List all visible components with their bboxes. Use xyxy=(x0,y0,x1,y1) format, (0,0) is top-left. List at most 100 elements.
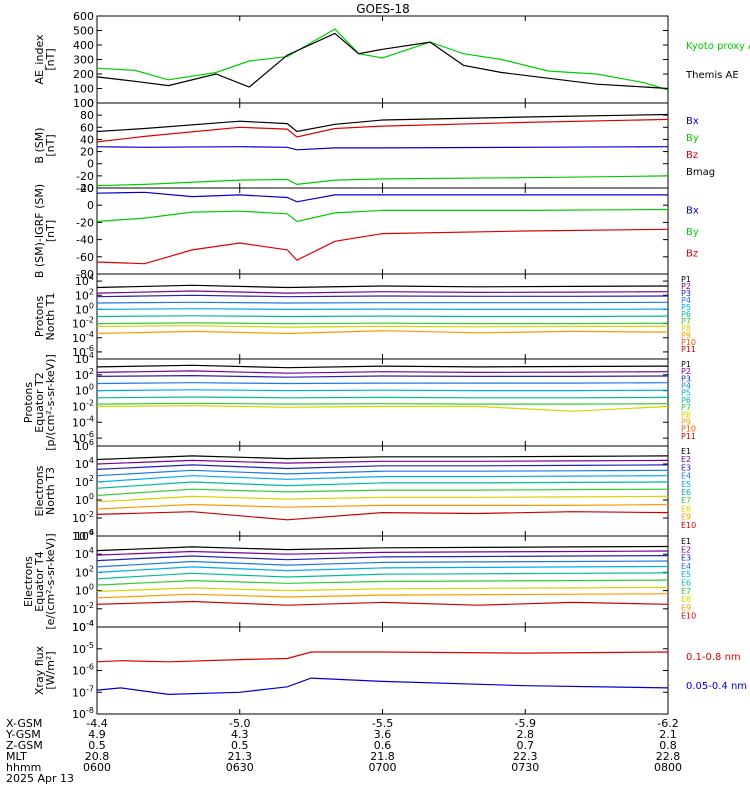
y-tick-label: 10-6 xyxy=(72,430,94,445)
series-line-e1 xyxy=(96,455,669,461)
legend-entry: P1 xyxy=(681,275,691,284)
series-line-e5 xyxy=(96,475,669,483)
y-axis-label: [nT] xyxy=(44,48,57,70)
legend-entry: E3 xyxy=(681,463,691,472)
series-line-by xyxy=(96,208,669,223)
series-line-p6 xyxy=(96,315,669,318)
ephemeris-value: -5.5 xyxy=(372,717,393,730)
legend-entry: E9 xyxy=(681,603,691,612)
ephemeris-value: 21.3 xyxy=(228,750,253,763)
ephemeris-value: 0.5 xyxy=(231,739,249,752)
legend-entry: P8 xyxy=(681,410,691,419)
series-line-themis-ae xyxy=(96,32,669,90)
legend-entry: 0.1-0.8 nm xyxy=(686,652,741,663)
y-axis-label: North T3 xyxy=(44,467,57,515)
legend-entry: E6 xyxy=(681,579,691,588)
legend-entry: P6 xyxy=(681,396,691,405)
panel-8: 10-8 10-7 10-6 10-5 10-4 Xray flux[W/m²] 0.1-0… xyxy=(33,619,747,721)
series-line-bz xyxy=(96,228,669,265)
ephemeris-table: X-GSMY-GSMZ-GSMMLThhmm-4.44.90.520.80600… xyxy=(5,717,682,785)
series-line-e2 xyxy=(96,459,669,465)
panel-frame xyxy=(96,626,669,715)
y-axis-label: Xray flux xyxy=(33,645,46,695)
legend-entry: P9 xyxy=(681,331,691,340)
series-line-p3 xyxy=(96,374,669,378)
ephemeris-value: 0600 xyxy=(83,761,111,774)
legend-entry: P9 xyxy=(681,417,691,426)
legend-entry: P7 xyxy=(681,403,691,412)
y-tick-label: 20 xyxy=(80,182,94,195)
y-tick-label: -20 xyxy=(76,170,94,183)
legend-entry: P8 xyxy=(681,324,691,333)
legend-entry: P10 xyxy=(681,338,696,347)
legend-entry: E2 xyxy=(681,455,691,464)
y-tick-label: 106 xyxy=(75,438,94,453)
y-axis-label: [p/(cm²-s-sr-keV)] xyxy=(44,354,57,451)
series-line-e9 xyxy=(96,503,669,510)
ephemeris-value: 22.3 xyxy=(513,750,538,763)
y-axis-label: Protons xyxy=(22,382,35,423)
series-line-e4 xyxy=(96,560,669,568)
y-tick-label: 10-4 xyxy=(72,528,94,543)
series-line-e10 xyxy=(96,511,669,521)
y-axis-label: [nT] xyxy=(44,134,57,156)
legend-entry: E3 xyxy=(681,554,691,563)
legend-entry: E10 xyxy=(681,521,696,530)
y-tick-label: 10-2 xyxy=(72,398,94,413)
ephemeris-value: 0.5 xyxy=(88,739,106,752)
legend-entry: P1 xyxy=(681,360,691,369)
y-tick-label: 104 xyxy=(75,456,94,471)
legend-entry: Bx xyxy=(686,116,699,127)
legend-entry: E7 xyxy=(681,587,691,596)
y-tick-label: 10-2 xyxy=(72,316,94,331)
y-tick-label: 100 xyxy=(75,383,94,398)
chart-title: GOES-18 xyxy=(356,2,410,16)
legend-entry: E10 xyxy=(681,612,696,621)
y-axis-label: Equator T2 xyxy=(33,372,46,432)
y-tick-label: 10-5 xyxy=(72,641,94,656)
series-line-e6 xyxy=(96,572,669,580)
series-line-p8 xyxy=(96,325,668,328)
legend-entry: P11 xyxy=(681,345,696,354)
series-line-e3 xyxy=(96,464,669,470)
legend-entry: E6 xyxy=(681,488,691,497)
y-tick-label: 300 xyxy=(73,54,94,67)
legend-entry: P11 xyxy=(681,432,696,441)
series-line-p3 xyxy=(96,294,669,298)
series-line-by xyxy=(96,175,669,187)
y-tick-label: 10-6 xyxy=(72,344,94,359)
series-line-p8 xyxy=(96,405,669,412)
series-line-e10 xyxy=(96,600,669,606)
y-tick-label: 10-4 xyxy=(72,330,94,345)
series-line-e8 xyxy=(96,586,669,593)
y-tick-label: 400 xyxy=(73,39,94,52)
y-tick-label: 20 xyxy=(80,146,94,159)
y-axis-label: [W/m²] xyxy=(44,651,57,689)
y-tick-label: 60 xyxy=(80,121,94,134)
y-axis-label: Electrons xyxy=(33,465,46,516)
y-tick-label: -80 xyxy=(76,268,94,281)
y-tick-label: 102 xyxy=(75,474,94,489)
y-tick-label: 100 xyxy=(73,97,94,110)
ephemeris-value: 0.7 xyxy=(517,739,535,752)
y-tick-label: 10-4 xyxy=(72,619,94,634)
legend-entry: E1 xyxy=(681,537,691,546)
y-tick-label: 102 xyxy=(75,287,94,302)
ephemeris-value: 0630 xyxy=(226,761,254,774)
series-line-e7 xyxy=(96,579,669,586)
ephemeris-value: -4.4 xyxy=(86,717,107,730)
series-line-e6 xyxy=(96,481,669,489)
y-axis-label: [e/(cm²-s-sr-keV)] xyxy=(44,533,57,629)
y-tick-label: -20 xyxy=(76,216,94,229)
y-axis-label: [nT] xyxy=(44,220,57,242)
series-line-e7 xyxy=(96,488,669,497)
legend-entry: P4 xyxy=(681,382,691,391)
legend-entry: E8 xyxy=(681,504,691,513)
series-line-0-05-0-4-nm xyxy=(96,677,669,696)
y-tick-label: 0 xyxy=(87,199,94,212)
ephemeris-value: 0730 xyxy=(511,761,539,774)
series-line-bx xyxy=(96,146,669,151)
